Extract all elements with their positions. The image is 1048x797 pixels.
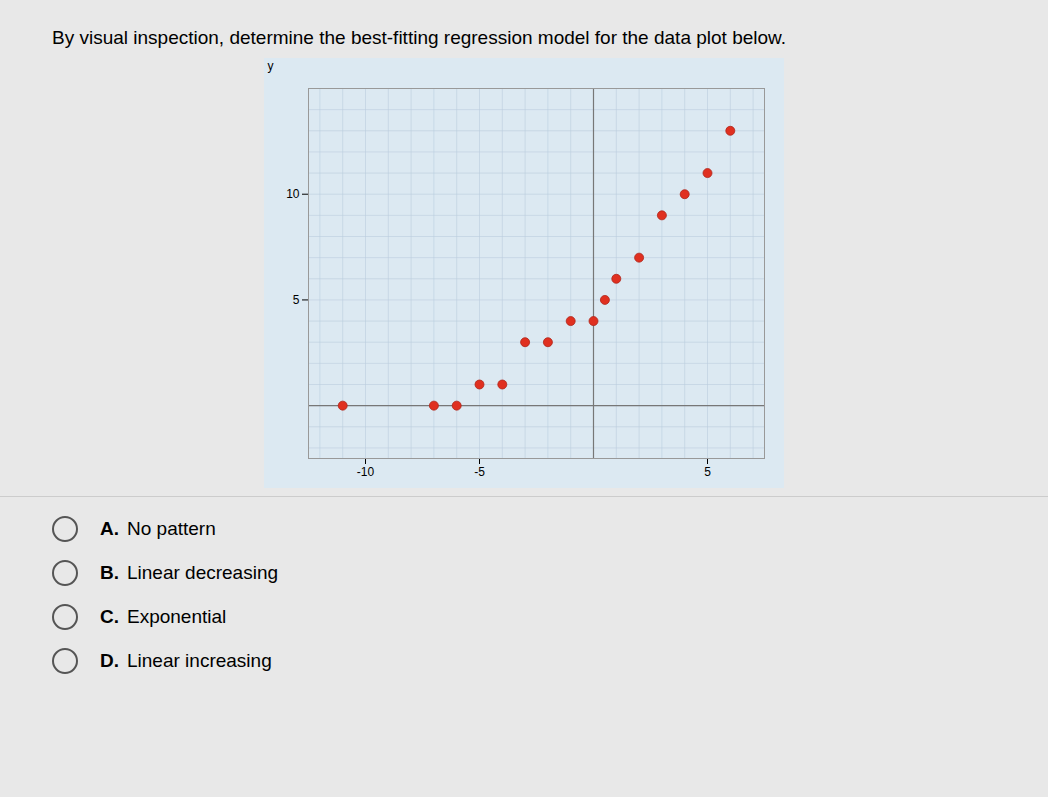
svg-text:y: y: [268, 59, 274, 73]
html-text:By visual inspection, determin: By visual inspection, determine the best…: [52, 27, 786, 48]
html-text:A.: A.: [100, 517, 119, 539]
svg-text:-10: -10: [357, 465, 375, 479]
svg-text:5: 5: [293, 292, 300, 306]
svg-text:10: 10: [286, 187, 300, 201]
html-text:C.: C.: [100, 605, 119, 627]
html-text:Linear decreasing: Linear decreasing: [127, 561, 278, 583]
html-text:Exponential: Exponential: [127, 605, 227, 627]
svg-text:5: 5: [704, 465, 711, 479]
html-text:B.: B.: [100, 561, 119, 583]
html-text:Linear increasing: Linear increasing: [127, 649, 272, 671]
svg-text:-5: -5: [474, 465, 485, 479]
html-text:No pattern: No pattern: [127, 517, 216, 539]
html-text:D.: D.: [100, 649, 119, 671]
